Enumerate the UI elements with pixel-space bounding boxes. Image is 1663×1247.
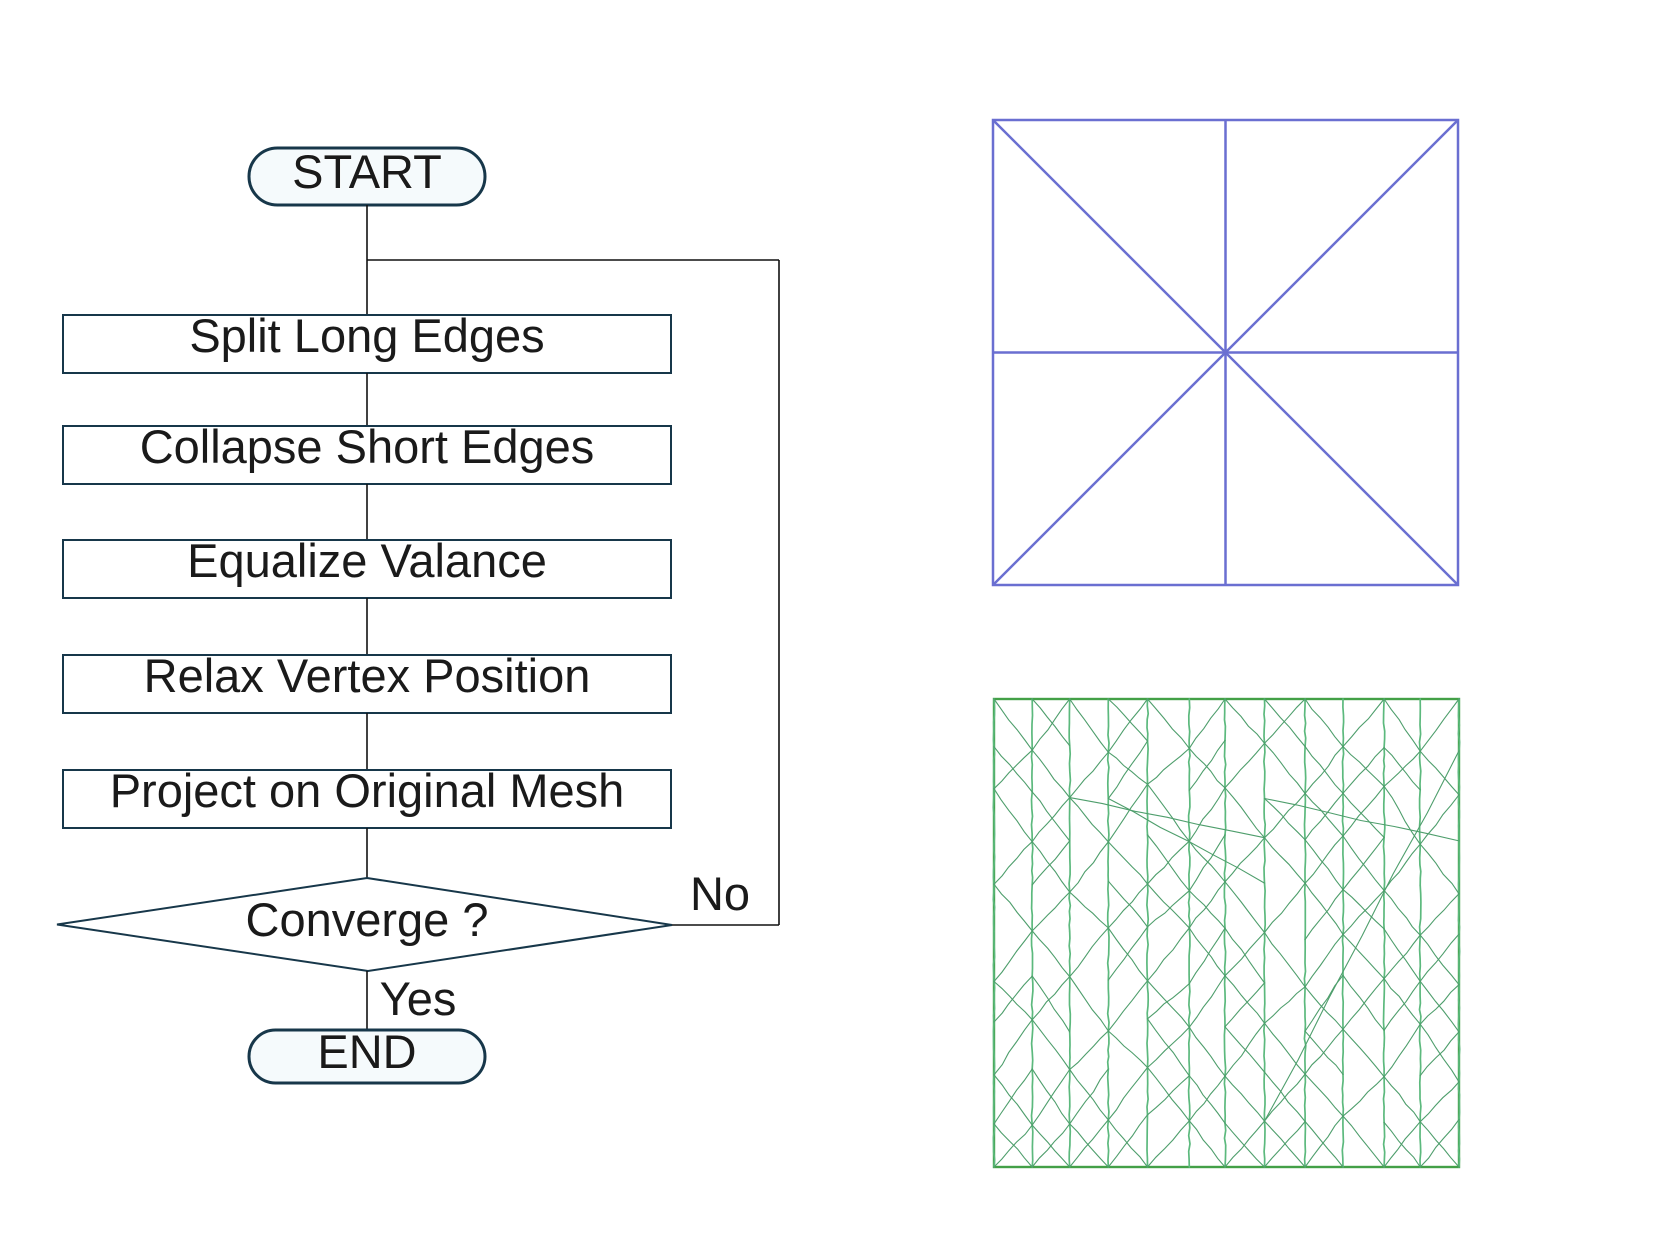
- svg-text:Converge ?: Converge ?: [246, 893, 489, 946]
- svg-text:No: No: [690, 867, 750, 920]
- svg-text:Yes: Yes: [380, 972, 457, 1025]
- svg-text:END: END: [317, 1025, 416, 1078]
- svg-text:Collapse Short Edges: Collapse Short Edges: [140, 420, 595, 473]
- svg-text:Equalize Valance: Equalize Valance: [187, 534, 547, 587]
- svg-text:START: START: [292, 145, 442, 198]
- svg-text:Split Long Edges: Split Long Edges: [189, 309, 544, 362]
- svg-text:Project on Original Mesh: Project on Original Mesh: [110, 764, 625, 817]
- svg-text:Relax Vertex Position: Relax Vertex Position: [144, 649, 591, 702]
